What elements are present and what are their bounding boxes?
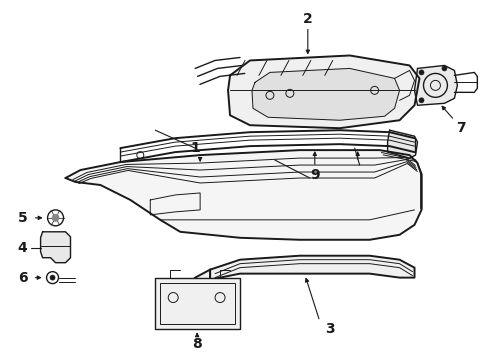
Circle shape: [442, 66, 447, 71]
Text: 8: 8: [192, 337, 202, 351]
Polygon shape: [388, 130, 417, 158]
Polygon shape: [415, 66, 457, 105]
Circle shape: [419, 70, 424, 75]
Text: 6: 6: [18, 271, 27, 285]
Polygon shape: [252, 68, 399, 120]
Circle shape: [52, 214, 59, 221]
Circle shape: [419, 98, 424, 103]
Text: 4: 4: [18, 241, 27, 255]
Polygon shape: [185, 270, 225, 307]
Polygon shape: [210, 256, 415, 280]
Text: 1: 1: [190, 141, 200, 155]
Polygon shape: [41, 232, 71, 263]
Circle shape: [50, 275, 55, 280]
Text: 5: 5: [18, 211, 27, 225]
Polygon shape: [228, 55, 419, 128]
Text: 3: 3: [325, 323, 335, 337]
Text: 7: 7: [457, 121, 466, 135]
Text: 2: 2: [303, 12, 313, 26]
Bar: [160, 283, 235, 324]
Bar: [155, 278, 240, 329]
Text: 9: 9: [310, 168, 319, 182]
Polygon shape: [66, 150, 421, 240]
